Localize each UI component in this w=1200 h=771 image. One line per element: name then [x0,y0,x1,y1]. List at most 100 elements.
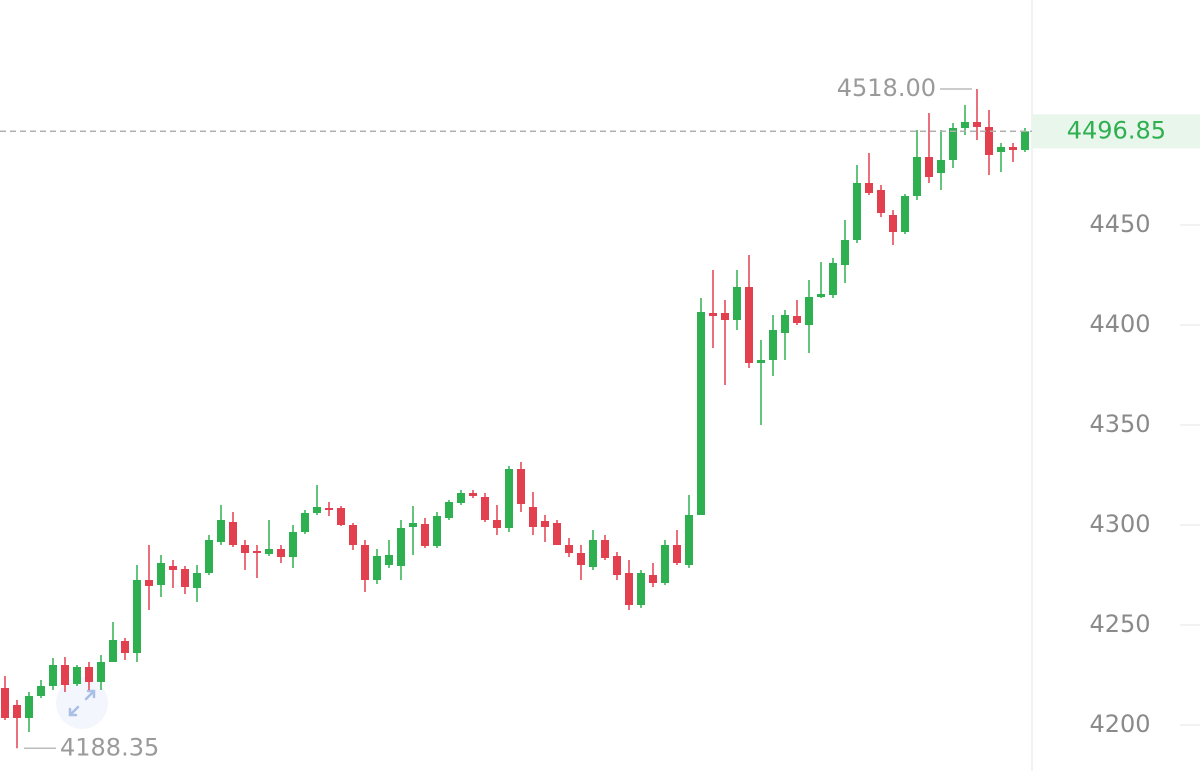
candle-body [625,573,633,605]
candle-body [37,686,45,696]
candle [949,123,957,168]
candle-body [397,528,405,566]
candle [397,520,405,580]
candle-body [421,524,429,546]
candle [241,540,249,570]
candle [1,676,9,720]
candle-body [97,662,105,682]
candle [205,535,213,575]
candle-body [1,688,9,718]
candle [193,565,201,602]
candle-body [445,502,453,518]
candle-body [241,545,249,553]
candle [793,300,801,325]
candle [61,657,69,692]
candle-body [841,240,849,265]
candle-body [673,545,681,563]
candle-body [1009,147,1017,150]
candle [649,563,657,587]
candle [409,506,417,555]
candle-body [133,580,141,653]
candle-body [649,575,657,583]
candle-body [169,566,177,570]
candle [337,506,345,526]
candle-body [577,553,585,565]
candle [721,300,729,385]
candle [553,520,561,545]
candle [469,490,477,498]
candle [817,262,825,298]
candle [709,270,717,348]
candle [121,638,129,660]
candle [805,280,813,353]
candle [913,130,921,200]
candle [673,530,681,565]
candle-body [409,523,417,527]
candle-body [829,263,837,295]
candle-body [937,160,945,173]
expand-icon[interactable] [56,677,108,729]
candle [925,113,933,183]
candle [97,655,105,690]
candle-body [493,520,501,528]
candle [637,570,645,608]
candle-body [277,549,285,557]
candle-body [877,190,885,213]
candle [325,502,333,516]
candle-body [865,183,873,193]
candle-body [613,556,621,575]
candle-body [637,573,645,605]
candle-body [853,183,861,240]
candle-body [685,515,693,565]
candle-body [205,540,213,573]
candle [445,500,453,520]
candle-body [565,545,573,553]
candle [73,665,81,686]
candle-body [433,516,441,546]
candle [757,340,765,425]
candle [685,495,693,568]
candle [25,692,33,732]
candle [301,510,309,534]
candle-body [49,665,57,686]
candle [1009,143,1017,162]
candle-body [913,157,921,196]
candle-body [589,540,597,567]
candle-body [661,545,669,583]
candle-body [109,640,117,662]
low-marker-label: 4188.35 [60,733,159,761]
candle-body [61,665,69,685]
candle [505,466,513,532]
candle-body [805,297,813,325]
y-tick-label: 4250 [1089,610,1150,638]
candle [157,555,165,597]
candle [961,105,969,135]
candle-body [1021,131,1029,150]
candle [421,518,429,548]
candle [937,130,945,190]
candle [841,220,849,283]
candle [361,540,369,592]
candle [877,185,885,217]
candle-body [601,540,609,558]
candle-body [301,513,309,532]
candle [745,255,753,368]
candle [601,535,609,560]
candle [277,545,285,563]
candle-body [385,555,393,565]
candle [313,485,321,515]
candle-body [13,705,21,718]
candle [529,492,537,535]
last-price-box [1032,114,1200,149]
candle [265,520,273,556]
y-tick-label: 4400 [1089,310,1150,338]
candle-body [517,469,525,504]
candle [481,493,489,522]
candle-body [901,196,909,232]
candle [865,153,873,195]
candle [253,545,261,578]
last-price-label: 4496.85 [1067,116,1166,144]
y-tick-label: 4200 [1089,710,1150,738]
candle-body [997,147,1005,152]
high-marker-label: 4518.00 [837,74,936,102]
